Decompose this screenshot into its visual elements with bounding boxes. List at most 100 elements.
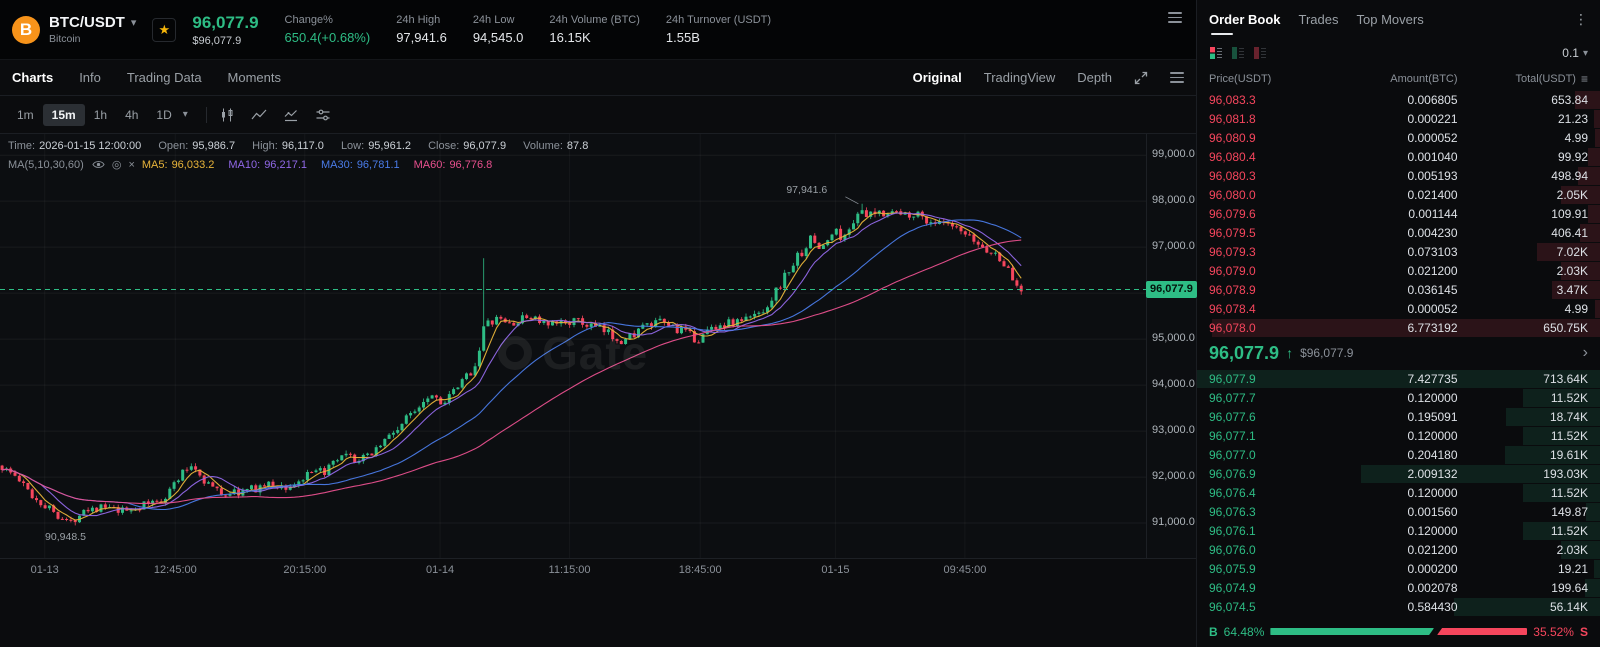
orderbook-usd-price: $96,077.9	[1300, 346, 1354, 360]
indicators-icon[interactable]	[283, 107, 299, 123]
bid-row[interactable]: 96,074.9 0.002078 199.64	[1197, 578, 1600, 597]
focus-indicator-icon[interactable]: ◎	[111, 159, 122, 171]
bid-row[interactable]: 96,077.1 0.120000 11.52K	[1197, 426, 1600, 445]
precision-dropdown[interactable]: 0.1 ▾	[1562, 46, 1588, 60]
ma30-value: MA30: 96,781.1	[321, 158, 400, 171]
session-low-annotation: 90,948.5	[45, 531, 86, 544]
bid-row[interactable]: 96,074.5 0.584430 56.14K	[1197, 597, 1600, 616]
ask-row[interactable]: 96,080.3 0.005193 498.94	[1197, 166, 1600, 185]
ask-row[interactable]: 96,078.9 0.036145 3.47K	[1197, 280, 1600, 299]
ask-row[interactable]: 96,080.9 0.000052 4.99	[1197, 128, 1600, 147]
line-chart-icon[interactable]	[251, 107, 267, 123]
usd-price: $96,077.9	[192, 34, 242, 47]
ask-row[interactable]: 96,078.4 0.000052 4.99	[1197, 299, 1600, 318]
eye-icon[interactable]	[92, 158, 105, 171]
x-axis-label: 18:45:00	[678, 564, 722, 576]
current-price-tag: 96,077.9	[1146, 280, 1197, 298]
bid-row[interactable]: 96,076.3 0.001560 149.87	[1197, 502, 1600, 521]
gate-logo-icon	[498, 336, 532, 370]
bid-row[interactable]: 96,076.4 0.120000 11.52K	[1197, 483, 1600, 502]
bid-row[interactable]: 96,076.0 0.021200 2.03K	[1197, 540, 1600, 559]
timeframe-1h[interactable]: 1h	[93, 107, 108, 122]
divider	[205, 106, 207, 123]
ask-row[interactable]: 96,081.8 0.000221 21.23	[1197, 109, 1600, 128]
more-options-icon[interactable]: ⋮	[1574, 10, 1588, 27]
price-axis-divider	[1146, 134, 1147, 558]
y-axis-label: 98,000.0	[1152, 194, 1195, 207]
ask-row[interactable]: 96,079.3 0.073103 7.02K	[1197, 242, 1600, 261]
bid-row[interactable]: 96,075.9 0.000200 19.21	[1197, 559, 1600, 578]
overlay-settings-icon[interactable]	[315, 107, 331, 123]
tab-top-movers[interactable]: Top Movers	[1356, 11, 1424, 27]
bid-row[interactable]: 96,077.7 0.120000 11.52K	[1197, 388, 1600, 407]
chart-menu-icon[interactable]	[1170, 72, 1184, 83]
bid-row[interactable]: 96,077.0 0.204180 19.61K	[1197, 445, 1600, 464]
session-high-annotation: 97,941.6	[786, 183, 828, 196]
bid-row[interactable]: 96,077.6 0.195091 18.74K	[1197, 407, 1600, 426]
timeframe-1d[interactable]: 1D	[156, 107, 172, 122]
x-axis-label: 01-15	[821, 564, 850, 576]
tab-info[interactable]: Info	[79, 70, 101, 85]
ask-row[interactable]: 96,083.3 0.006805 653.84	[1197, 90, 1600, 109]
stat-24h-high: 24h High 97,941.6	[396, 14, 447, 45]
tab-charts[interactable]: Charts	[12, 70, 54, 85]
favorite-button[interactable]: ★	[152, 17, 177, 42]
chevron-right-icon: ›	[1582, 344, 1588, 361]
fullscreen-icon[interactable]	[1134, 71, 1148, 85]
header-menu-icon[interactable]	[1168, 12, 1182, 23]
pair-selector[interactable]: BTC/USDT ▾ Bitcoin	[49, 14, 136, 45]
orderbook-column-headers: Price(USDT) Amount(BTC) Total(USDT) ≡	[1197, 68, 1600, 90]
orderbook-display-modes: 0.1 ▾	[1197, 38, 1600, 68]
remove-indicator-icon[interactable]: ×	[128, 158, 135, 171]
timeframe-dropdown-icon[interactable]: ▾	[182, 109, 188, 120]
chart-tabbar: Charts Info Trading Data Moments Origina…	[0, 60, 1196, 96]
tab-tradingview[interactable]: TradingView	[983, 70, 1056, 85]
list-settings-icon[interactable]: ≡	[1580, 72, 1588, 86]
star-icon: ★	[158, 21, 171, 37]
tab-trading-data[interactable]: Trading Data	[126, 70, 202, 85]
candle-style-icon[interactable]	[219, 107, 235, 123]
candlestick-chart[interactable]	[0, 134, 1146, 558]
timeframe-1m[interactable]: 1m	[17, 107, 34, 122]
tab-original[interactable]: Original	[912, 70, 962, 85]
stat-change: Change% 650.4(+0.68%)	[284, 14, 371, 45]
btc-logo-icon: B	[12, 15, 40, 44]
bid-row[interactable]: 96,076.9 2.009132 193.03K	[1197, 464, 1600, 483]
asks-list: 96,083.3 0.006805 653.84 96,081.8 0.000221 21…	[1197, 90, 1600, 337]
bids-list: 96,077.9 7.427735 713.64K 96,077.7 0.120000 1…	[1197, 369, 1600, 616]
mode-bids-only-icon[interactable]	[1231, 46, 1245, 60]
ask-row[interactable]: 96,079.6 0.001144 109.91	[1197, 204, 1600, 223]
tab-order-book[interactable]: Order Book	[1209, 2, 1281, 37]
ask-row[interactable]: 96,079.5 0.004230 406.41	[1197, 223, 1600, 242]
stat-24h-turnover: 24h Turnover (USDT) 1.55B	[665, 14, 772, 45]
tab-trades[interactable]: Trades	[1298, 11, 1339, 27]
tab-moments[interactable]: Moments	[227, 70, 282, 85]
tab-depth[interactable]: Depth	[1077, 70, 1112, 85]
mode-both-sides-icon[interactable]	[1209, 46, 1223, 60]
col-amount: Amount(BTC)	[1390, 73, 1458, 85]
ask-row[interactable]: 96,080.0 0.021400 2.05K	[1197, 185, 1600, 204]
ma60-value: MA60: 96,776.8	[413, 158, 493, 171]
col-total: Total(USDT)	[1515, 73, 1576, 85]
mode-asks-only-icon[interactable]	[1253, 46, 1267, 60]
timeframe-15m[interactable]: 15m	[42, 103, 85, 126]
timeframe-4h[interactable]: 4h	[125, 107, 139, 122]
sell-label: S	[1579, 624, 1588, 639]
bid-row[interactable]: 96,076.1 0.120000 11.52K	[1197, 521, 1600, 540]
stat-24h-low: 24h Low 94,545.0	[472, 14, 524, 45]
ratio-bar	[1270, 628, 1528, 635]
bid-row[interactable]: 96,077.9 7.427735 713.64K	[1197, 369, 1600, 388]
buy-sell-ratio: B 64.48% 35.52% S	[1197, 616, 1600, 647]
x-axis-label: 09:45:00	[943, 564, 987, 576]
ohlc-info-row: Time: 2026-01-15 12:00:00 Open: 95,986.7 H…	[8, 140, 589, 152]
buy-label: B	[1209, 624, 1218, 639]
y-axis-label: 93,000.0	[1152, 424, 1195, 437]
current-price-row[interactable]: 96,077.9 ↑ $96,077.9 ›	[1197, 337, 1600, 369]
y-axis-label: 97,000.0	[1152, 240, 1195, 253]
ask-row[interactable]: 96,080.4 0.001040 99.92	[1197, 147, 1600, 166]
chart-area: 99,000.098,000.097,000.096,000.095,000.0…	[0, 134, 1197, 558]
ask-row[interactable]: 96,079.0 0.021200 2.03K	[1197, 261, 1600, 280]
ask-row[interactable]: 96,078.0 6.773192 650.75K	[1197, 318, 1600, 337]
ma-indicator-row: MA(5,10,30,60) ◎ × MA5: 96,033.2 MA10: 96,…	[8, 158, 506, 172]
ma10-value: MA10: 96,217.1	[228, 158, 308, 171]
